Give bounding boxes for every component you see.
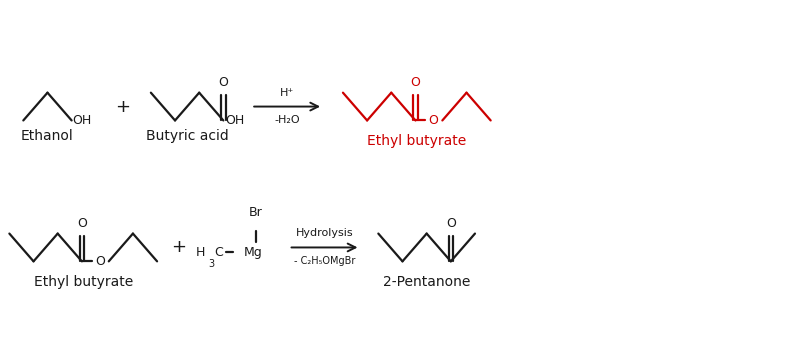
Text: Ethyl butyrate: Ethyl butyrate <box>367 134 466 148</box>
Text: Butyric acid: Butyric acid <box>146 129 229 143</box>
Text: O: O <box>429 114 438 127</box>
Text: OH: OH <box>226 114 245 127</box>
Text: O: O <box>446 216 456 230</box>
Text: O: O <box>410 76 420 89</box>
Text: 3: 3 <box>208 260 214 269</box>
Text: O: O <box>77 216 86 230</box>
Text: -H₂O: -H₂O <box>274 115 300 125</box>
Text: O: O <box>95 255 105 268</box>
Text: 2-Pentanone: 2-Pentanone <box>383 275 470 289</box>
Text: Mg: Mg <box>244 246 262 259</box>
Text: +: + <box>171 239 186 256</box>
Text: H⁺: H⁺ <box>280 88 294 98</box>
Text: O: O <box>218 76 228 89</box>
Text: Br: Br <box>249 206 262 219</box>
Text: Ethanol: Ethanol <box>21 129 74 143</box>
Text: - C₂H₅OMgBr: - C₂H₅OMgBr <box>294 256 355 266</box>
Text: H: H <box>195 246 205 259</box>
Text: Hydrolysis: Hydrolysis <box>296 227 354 237</box>
Text: Ethyl butyrate: Ethyl butyrate <box>34 275 133 289</box>
Text: OH: OH <box>73 114 92 127</box>
Text: +: + <box>115 98 130 116</box>
Text: C: C <box>214 246 223 259</box>
